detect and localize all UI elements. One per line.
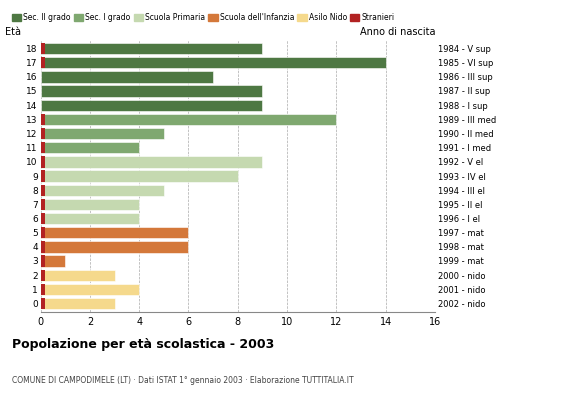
Bar <box>41 71 213 82</box>
Bar <box>41 270 114 281</box>
Bar <box>41 255 45 267</box>
Bar <box>41 128 164 139</box>
Text: Popolazione per età scolastica - 2003: Popolazione per età scolastica - 2003 <box>12 338 274 351</box>
Bar <box>41 199 139 210</box>
Bar <box>41 57 386 68</box>
Bar <box>41 284 45 295</box>
Bar <box>41 57 45 68</box>
Bar <box>41 270 45 281</box>
Bar <box>41 184 45 196</box>
Bar <box>41 199 45 210</box>
Bar <box>41 284 139 295</box>
Text: Anno di nascita: Anno di nascita <box>360 27 435 37</box>
Bar <box>41 213 139 224</box>
Legend: Sec. II grado, Sec. I grado, Scuola Primaria, Scuola dell'Infanzia, Asilo Nido, : Sec. II grado, Sec. I grado, Scuola Prim… <box>9 10 398 25</box>
Bar <box>41 298 45 309</box>
Bar <box>41 241 188 252</box>
Bar <box>41 114 45 125</box>
Bar <box>41 156 262 168</box>
Bar <box>41 114 336 125</box>
Text: COMUNE DI CAMPODIMELE (LT) · Dati ISTAT 1° gennaio 2003 · Elaborazione TUTTITALI: COMUNE DI CAMPODIMELE (LT) · Dati ISTAT … <box>12 376 353 385</box>
Bar <box>41 142 45 153</box>
Bar <box>41 142 139 153</box>
Bar <box>41 100 262 111</box>
Bar <box>41 85 262 97</box>
Bar <box>41 170 45 182</box>
Text: Età: Età <box>5 27 21 37</box>
Bar <box>41 227 45 238</box>
Bar <box>41 128 45 139</box>
Bar <box>41 255 65 267</box>
Bar <box>41 241 45 252</box>
Bar <box>41 43 262 54</box>
Bar <box>41 298 114 309</box>
Bar <box>41 213 45 224</box>
Bar <box>41 170 238 182</box>
Bar <box>41 156 45 168</box>
Bar <box>41 184 164 196</box>
Bar <box>41 227 188 238</box>
Bar <box>41 43 45 54</box>
